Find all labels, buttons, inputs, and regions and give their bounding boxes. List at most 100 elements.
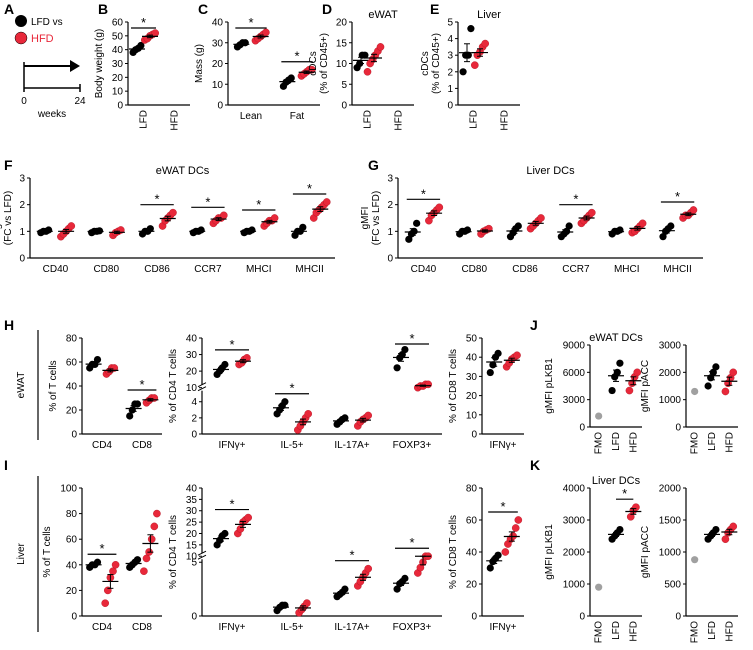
data-point-hfd bbox=[363, 68, 372, 76]
y-tick-label: 20 bbox=[66, 406, 78, 417]
panel-label-c: C bbox=[198, 1, 208, 17]
data-point-hfd bbox=[153, 509, 161, 518]
significance-star: * bbox=[229, 337, 234, 352]
significance-star: * bbox=[155, 192, 160, 207]
chart-k2: 0 500 1000 1500 2000 gMFI pACC FMO LFD HFD bbox=[640, 484, 738, 643]
y-tick-label: 40 bbox=[466, 353, 478, 364]
y-axis-label: % of CD8 T cells bbox=[448, 515, 459, 589]
y-axis-label: gMFI pLKB1 bbox=[544, 524, 555, 580]
y-tick-label: 1 bbox=[19, 227, 25, 238]
data-point-hfd bbox=[376, 43, 385, 51]
y-axis-label: gMFI bbox=[360, 207, 371, 230]
x-tick-label: HFD bbox=[394, 110, 405, 131]
data-point-hfd bbox=[633, 368, 642, 377]
y-tick-label: 15 bbox=[336, 38, 348, 49]
data-point-lfd bbox=[514, 222, 522, 230]
data-point-lfd bbox=[616, 359, 624, 367]
data-point-lfd bbox=[45, 226, 53, 234]
y-tick-label: 0 bbox=[191, 612, 197, 623]
data-point-lfd bbox=[486, 368, 494, 377]
x-tick-label: HFD bbox=[724, 432, 735, 453]
row-text-ewat: eWAT bbox=[16, 372, 27, 399]
x-tick-label: FOXP3+ bbox=[393, 622, 432, 633]
data-point-lfd bbox=[413, 219, 421, 227]
y-tick-label: 30 bbox=[466, 372, 478, 383]
x-tick-label: HFD bbox=[628, 432, 639, 453]
data-point-hfd bbox=[471, 61, 479, 69]
data-point-fmo bbox=[595, 412, 603, 420]
y-tick-label: 20 bbox=[212, 59, 224, 70]
data-point-lfd bbox=[221, 360, 229, 369]
y-axis-label-units: (FC vs LFD) bbox=[371, 191, 382, 245]
significance-star: * bbox=[409, 535, 414, 550]
y-tick-label: 3 bbox=[387, 174, 393, 185]
chart-i3: 0 20 40 60 80 % of CD8 T cells IFNγ+ * bbox=[448, 484, 524, 633]
y-tick-label: 10 bbox=[466, 410, 478, 421]
y-tick-label: 10 bbox=[336, 59, 348, 70]
x-tick-label: FMO bbox=[594, 621, 605, 643]
data-point-hfd bbox=[435, 203, 444, 212]
y-tick-label: 10 bbox=[186, 552, 198, 563]
y-tick-label: 40 bbox=[112, 45, 124, 56]
data-point-hfd bbox=[513, 351, 521, 360]
y-tick-label: 1500 bbox=[659, 516, 682, 527]
y-tick-label: 100 bbox=[60, 484, 77, 495]
data-point-hfd bbox=[689, 206, 698, 214]
y-axis-label: % of CD4 T cells bbox=[168, 349, 179, 423]
y-tick-label: 4000 bbox=[563, 484, 586, 495]
y-tick-label: 40 bbox=[186, 334, 198, 345]
chart-j1: 0 3000 6000 9000 gMFI pLKB1 eWAT DCs FMO LFD HFD bbox=[544, 332, 643, 454]
data-point-hfd bbox=[364, 411, 373, 420]
y-axis-label-units: (FC vs LFD) bbox=[3, 191, 14, 245]
y-axis-label: gMFI pLKB1 bbox=[544, 358, 555, 414]
y-axis-label: gMFI pACC bbox=[640, 360, 651, 412]
data-point-lfd bbox=[93, 356, 102, 364]
y-tick-label: 15 bbox=[186, 540, 198, 551]
data-point-lfd bbox=[126, 412, 134, 420]
chart-h2: 0 2 4 10 20 30 40 % of CD4 T cells IFNγ+ IL-5+ IL-… bbox=[168, 331, 442, 451]
y-tick-label: 3000 bbox=[563, 395, 586, 406]
y-tick-label: 3000 bbox=[563, 516, 586, 527]
y-tick-label: 2000 bbox=[563, 548, 586, 559]
data-point-lfd bbox=[393, 364, 401, 372]
row-text-liver: Liver bbox=[16, 542, 27, 564]
y-tick-label: 2 bbox=[19, 200, 25, 211]
y-axis-label: cDCs bbox=[420, 51, 431, 75]
data-point-hfd bbox=[101, 599, 109, 608]
data-point-hfd bbox=[424, 380, 433, 389]
x-tick-label: LFD bbox=[707, 621, 718, 640]
chart-d: 0 5 10 15 20 cDCs (% of CD45+) eWAT LFD HFD bbox=[308, 9, 414, 131]
y-tick-label: 4 bbox=[447, 34, 453, 45]
x-tick-label: IL-17A+ bbox=[334, 440, 369, 451]
panel-label-a: A bbox=[4, 1, 14, 17]
y-tick-label: 50 bbox=[112, 31, 124, 42]
y-tick-label: 80 bbox=[466, 484, 478, 495]
y-tick-label: 40 bbox=[66, 560, 78, 571]
data-point-lfd bbox=[608, 386, 616, 395]
panel-label-h: H bbox=[4, 317, 14, 333]
y-tick-label: 0 bbox=[471, 430, 477, 441]
data-point-hfd bbox=[147, 535, 156, 544]
y-axis-label: % of CD8 T cells bbox=[448, 349, 459, 423]
y-tick-label: 5 bbox=[341, 80, 347, 91]
data-point-hfd bbox=[481, 39, 490, 48]
significance-star: * bbox=[289, 381, 294, 396]
significance-star: * bbox=[421, 186, 426, 201]
x-tick-label: FMO bbox=[594, 432, 605, 454]
y-tick-label: 40 bbox=[186, 484, 198, 495]
y-axis-label: gMFI pACC bbox=[640, 526, 651, 578]
axis-break-mark bbox=[197, 382, 207, 388]
panel-label-f: F bbox=[4, 157, 13, 173]
y-tick-label: 20 bbox=[186, 529, 198, 540]
y-tick-label: 1 bbox=[447, 84, 453, 95]
data-point-lfd bbox=[341, 585, 349, 593]
data-point-hfd bbox=[626, 513, 635, 521]
data-point-lfd bbox=[459, 68, 467, 76]
y-tick-label: 3000 bbox=[659, 341, 682, 352]
timeline-end-label: 24 bbox=[74, 96, 86, 107]
x-tick-label: CD80 bbox=[461, 264, 487, 275]
data-point-hfd bbox=[303, 599, 311, 607]
data-point-lfd bbox=[221, 529, 229, 538]
y-tick-label: 2000 bbox=[659, 484, 682, 495]
